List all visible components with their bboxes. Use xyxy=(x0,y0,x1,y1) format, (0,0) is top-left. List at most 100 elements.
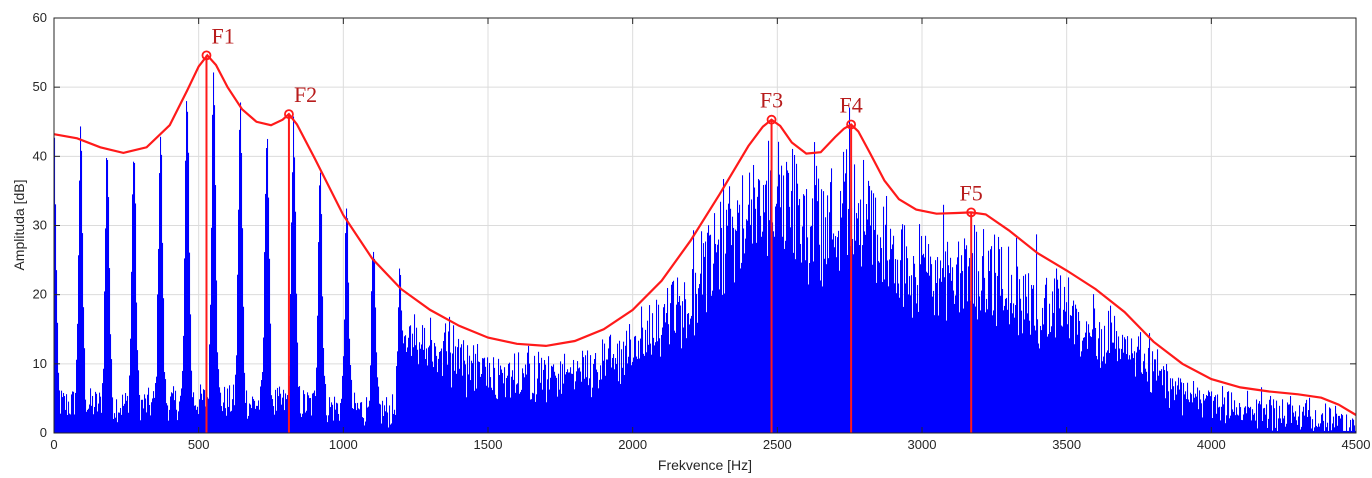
spectrum-bar xyxy=(740,268,742,433)
spectrum-bar xyxy=(1066,302,1068,433)
spectrum-bar xyxy=(202,399,204,433)
spectrum-bar xyxy=(277,387,279,433)
spectrum-bar xyxy=(162,242,164,433)
spectrum-bar xyxy=(1009,324,1011,433)
spectrum-bar xyxy=(290,294,292,433)
spectrum-bar xyxy=(216,280,218,433)
spectrum-bar xyxy=(960,273,962,433)
spectrum-bar xyxy=(671,284,673,433)
spectrum-bar xyxy=(245,402,247,433)
spectrum-bar xyxy=(269,258,271,433)
spectrum-bar xyxy=(1107,350,1109,433)
spectrum-bars xyxy=(54,72,1357,434)
spectrum-bar xyxy=(458,338,460,433)
spectrum-bar xyxy=(952,267,954,433)
spectrum-bar xyxy=(919,224,921,433)
spectrum-bar xyxy=(432,361,434,433)
spectrum-bar xyxy=(874,229,876,433)
spectrum-bar xyxy=(626,330,628,433)
spectrum-bar xyxy=(561,393,563,433)
spectrum-bar xyxy=(1305,403,1307,433)
spectrum-bar xyxy=(1092,329,1094,433)
spectrum-bar xyxy=(1050,332,1052,433)
spectrum-bar xyxy=(796,163,798,433)
spectrum-bar xyxy=(420,348,422,433)
spectrum-bar xyxy=(356,410,358,433)
spectrum-bar xyxy=(869,185,871,433)
spectrum-bar xyxy=(64,396,66,433)
spectrum-bar xyxy=(204,390,206,433)
spectrum-bar xyxy=(893,235,895,433)
spectrum-bar xyxy=(271,395,273,433)
spectrum-bar xyxy=(402,330,404,433)
spectrum-bar xyxy=(782,236,784,433)
spectrum-bar xyxy=(1089,332,1091,433)
spectrum-bar xyxy=(1052,291,1054,433)
spectrum-bar xyxy=(953,290,955,433)
spectrum-bar xyxy=(1236,407,1238,433)
spectrum-bar xyxy=(1105,363,1107,433)
spectrum-bar xyxy=(747,220,749,433)
spectrum-bar xyxy=(1136,352,1138,433)
formant-lines xyxy=(205,55,973,433)
spectrum-bar xyxy=(1160,370,1162,433)
spectrum-bar xyxy=(111,359,113,433)
spectrum-bar xyxy=(632,361,634,433)
spectrum-bar xyxy=(222,411,224,433)
spectrum-bar xyxy=(186,101,188,433)
spectrum-bar xyxy=(286,399,288,433)
spectrum-bar xyxy=(844,181,846,433)
spectrum-bar xyxy=(1093,294,1095,433)
spectrum-bar xyxy=(1096,355,1098,433)
x-tick-label: 1500 xyxy=(474,437,503,452)
spectrum-bar xyxy=(615,358,617,433)
spectrum-bar xyxy=(1198,409,1200,433)
formant-marker-f5 xyxy=(966,207,977,218)
spectrum-bar xyxy=(1184,394,1186,433)
spectrum-bar xyxy=(98,403,100,433)
spectrum-bar xyxy=(1013,303,1015,433)
spectrum-bar xyxy=(672,281,674,433)
spectrum-bar xyxy=(633,357,635,433)
spectrum-bar xyxy=(69,413,71,433)
spectrum-bar xyxy=(925,235,927,433)
spectrum-bar xyxy=(465,364,467,433)
spectrum-bar xyxy=(605,375,607,433)
spectrum-bar xyxy=(118,412,120,433)
spectrum-bar xyxy=(62,397,64,433)
spectrum-bar xyxy=(976,231,978,433)
spectrum-bar xyxy=(1018,335,1020,433)
spectrum-bar xyxy=(1255,420,1257,433)
spectrum-bar xyxy=(274,414,276,433)
spectrum-bar xyxy=(199,399,201,433)
spectrum-bar xyxy=(1325,403,1327,433)
spectrum-bar xyxy=(1029,320,1031,433)
spectrum-bar xyxy=(1227,391,1229,433)
spectrum-bar xyxy=(949,273,951,433)
spectrum-bar xyxy=(1277,430,1279,433)
spectrum-bar xyxy=(1220,420,1222,433)
spectrum-bar xyxy=(833,233,835,433)
spectrum-bar xyxy=(346,208,348,433)
spectrum-bar xyxy=(96,393,98,433)
spectrum-bar xyxy=(1266,404,1268,433)
spectrum-bar xyxy=(1045,284,1047,433)
spectrum-bar xyxy=(460,347,462,433)
spectrum-bar xyxy=(838,230,840,433)
spectrum-bar xyxy=(1031,284,1033,433)
spectrum-bar xyxy=(972,253,974,433)
spectrum-bar xyxy=(829,212,831,433)
spectrum-bar xyxy=(1286,423,1288,433)
spectrum-bar xyxy=(886,195,888,433)
spectrum-bar xyxy=(443,341,445,433)
spectrum-bar xyxy=(74,414,76,433)
spectrum-bar xyxy=(88,408,90,433)
spectrum-bar xyxy=(1272,430,1274,433)
spectrum-bar xyxy=(799,198,801,433)
spectrum-bar xyxy=(865,234,867,433)
spectrum-bar xyxy=(268,197,270,433)
spectrum-bar xyxy=(547,379,549,433)
spectrum-bar xyxy=(1217,394,1219,433)
spectrum-bar xyxy=(593,363,595,433)
spectrum-bar xyxy=(810,226,812,433)
